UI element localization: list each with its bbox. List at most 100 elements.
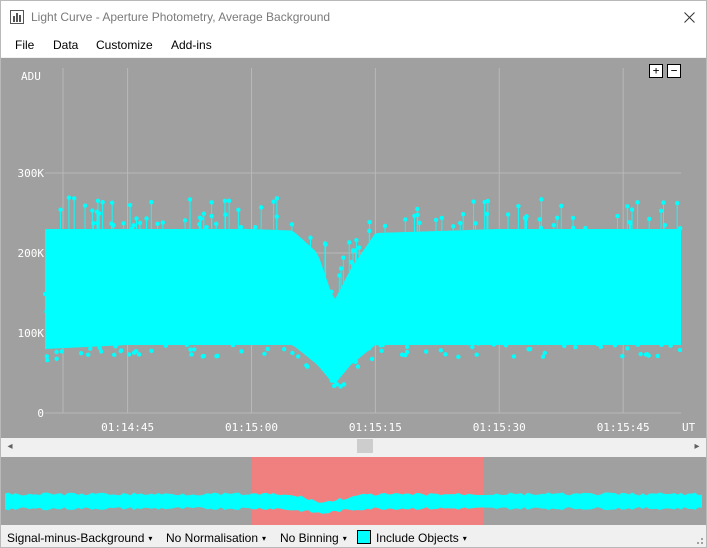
data-point <box>219 231 225 237</box>
data-point <box>294 335 300 340</box>
overview-chart[interactable] <box>1 457 706 525</box>
data-point <box>328 365 334 370</box>
data-point <box>375 328 380 333</box>
data-point <box>607 314 613 319</box>
data-point <box>322 317 327 322</box>
data-point <box>527 346 533 352</box>
binning-dropdown[interactable]: No Binning ▾ <box>280 531 347 545</box>
zoom-out-button[interactable]: − <box>667 64 681 78</box>
data-point <box>532 320 537 326</box>
data-point <box>487 273 492 278</box>
data-point <box>308 292 313 298</box>
data-point <box>205 292 210 298</box>
data-point <box>47 318 52 324</box>
data-point <box>207 305 213 311</box>
data-point <box>598 344 604 349</box>
data-point <box>61 321 66 327</box>
data-point <box>646 326 651 331</box>
signal-mode-dropdown[interactable]: Signal-minus-Background ▾ <box>7 531 152 545</box>
data-point <box>265 256 270 262</box>
data-point <box>97 345 102 351</box>
data-point <box>515 281 520 287</box>
data-point <box>625 346 630 351</box>
data-point <box>475 237 480 242</box>
data-point <box>631 255 636 260</box>
app-icon <box>10 10 24 24</box>
scroll-right-arrow-icon[interactable]: ▸ <box>694 441 700 452</box>
light-curve-chart[interactable]: 01:14:45 01:15:00 01:15:15 01:15:30 01:15:45… <box>1 58 706 438</box>
data-point <box>341 337 346 342</box>
include-objects-dropdown[interactable]: Include Objects ▾ <box>376 531 467 545</box>
include-objects-color-swatch[interactable] <box>357 530 371 544</box>
data-point <box>150 276 156 281</box>
data-point <box>369 240 374 245</box>
data-point <box>202 283 207 289</box>
data-point <box>669 315 675 321</box>
data-point <box>45 272 50 277</box>
close-button[interactable] <box>672 1 706 34</box>
data-point <box>443 308 449 314</box>
normalisation-dropdown[interactable]: No Normalisation ▾ <box>166 531 266 545</box>
data-point <box>338 384 343 389</box>
data-point <box>423 329 428 335</box>
menu-customize[interactable]: Customize <box>96 38 153 52</box>
menu-add-ins[interactable]: Add-ins <box>171 38 212 52</box>
x-tick-label: 01:14:45 <box>101 421 154 434</box>
overview-selection[interactable] <box>252 457 484 525</box>
normalisation-label: No Normalisation <box>166 531 259 545</box>
title-bar[interactable]: Light Curve - Aperture Photometry, Avera… <box>1 1 706 34</box>
data-point <box>673 283 679 288</box>
resize-grip-icon[interactable] <box>694 535 704 545</box>
data-point <box>677 347 683 353</box>
menu-data[interactable]: Data <box>53 38 79 52</box>
data-point <box>329 378 335 383</box>
data-point <box>118 272 123 277</box>
data-point <box>331 383 337 389</box>
x-tick-label: 01:15:00 <box>225 421 278 434</box>
data-point <box>443 352 448 357</box>
data-point <box>658 316 663 321</box>
data-point <box>627 332 633 337</box>
data-point <box>136 352 142 357</box>
data-point <box>116 266 121 271</box>
data-point <box>271 299 276 305</box>
data-point <box>299 302 304 307</box>
data-point <box>163 343 169 348</box>
menu-file[interactable]: File <box>15 38 35 52</box>
data-point <box>355 364 361 369</box>
zoom-in-button[interactable]: + <box>649 64 663 78</box>
data-point <box>144 338 149 344</box>
data-point <box>621 314 626 319</box>
data-point <box>379 348 384 354</box>
data-point <box>52 297 58 302</box>
scroll-left-arrow-icon[interactable]: ◂ <box>7 441 13 452</box>
data-point <box>103 229 109 234</box>
data-point <box>190 307 196 312</box>
data-point <box>403 352 408 358</box>
horizontal-scrollbar[interactable]: ◂ ▸ <box>1 438 706 455</box>
data-point <box>74 230 80 235</box>
data-point <box>154 308 159 313</box>
data-point <box>365 330 371 336</box>
overview-plot[interactable] <box>1 457 706 525</box>
data-point <box>571 325 576 331</box>
data-point <box>357 257 363 262</box>
data-point <box>44 309 49 314</box>
data-point <box>193 327 198 332</box>
data-point <box>375 310 380 316</box>
data-point <box>131 302 137 307</box>
scroll-thumb[interactable] <box>357 439 373 453</box>
data-point <box>114 331 119 336</box>
data-point <box>281 346 287 352</box>
data-point <box>100 316 105 321</box>
data-point <box>542 350 547 356</box>
chevron-down-icon: ▾ <box>148 534 153 543</box>
data-point <box>488 261 494 267</box>
data-point <box>345 340 350 346</box>
data-point <box>430 332 436 338</box>
data-point <box>633 234 639 239</box>
light-curve-plot[interactable]: 01:14:45 01:15:00 01:15:15 01:15:30 01:15:45… <box>1 58 706 438</box>
data-point <box>44 354 50 359</box>
y-tick-label: 100K <box>18 327 45 340</box>
data-point <box>127 265 133 270</box>
